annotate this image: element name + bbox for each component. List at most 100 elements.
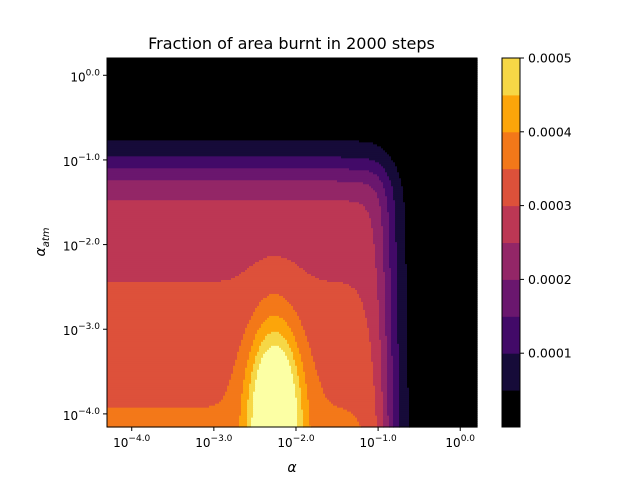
contour-cell: [397, 269, 408, 273]
contour-cell: [375, 385, 382, 388]
contour-cell: [373, 229, 384, 233]
contour-cell: [407, 345, 478, 348]
contour-cell: [391, 269, 398, 273]
contour-cell: [357, 417, 378, 420]
contour-cell: [289, 359, 296, 362]
contour-cell: [385, 327, 392, 330]
contour-cell: [353, 413, 376, 416]
contour-cell: [379, 325, 386, 328]
contour-cell: [385, 187, 394, 191]
contour-cell: [107, 149, 386, 153]
contour-cell: [373, 231, 384, 235]
contour-cell: [107, 125, 478, 129]
contour-cell: [395, 231, 406, 235]
contour-cell: [107, 91, 478, 95]
contour-cell: [393, 371, 400, 374]
contour-cell: [107, 159, 376, 163]
contour-cell: [247, 413, 254, 416]
contour-cell: [107, 307, 256, 310]
contour-cell: [405, 243, 478, 247]
contour-cell: [391, 339, 398, 342]
contour-cell: [107, 167, 350, 171]
contour-cell: [387, 381, 394, 384]
contour-cell: [309, 409, 348, 412]
contour-cell: [299, 349, 312, 352]
contour-cell: [107, 327, 246, 330]
contour-cell: [387, 201, 396, 205]
contour-cell: [395, 161, 478, 165]
contour-cell: [267, 255, 282, 259]
contour-cell: [387, 385, 394, 388]
contour-cell: [405, 239, 478, 243]
contour-cell: [303, 415, 310, 418]
contour-cell: [409, 395, 478, 398]
contour-cell: [241, 405, 248, 408]
contour-cell: [407, 371, 478, 374]
contour-cell: [301, 389, 308, 392]
contour-cell: [107, 219, 372, 223]
contour-cell: [371, 349, 382, 352]
contour-cell: [295, 337, 308, 340]
contour-cell: [297, 415, 304, 418]
contour-cell: [383, 253, 390, 257]
contour-cell: [393, 373, 400, 376]
contour-cell: [407, 317, 478, 320]
contour-cell: [249, 321, 264, 324]
contour-cell: [279, 293, 360, 296]
contour-cell: [375, 409, 384, 412]
contour-cell: [407, 343, 478, 346]
contour-cell: [393, 195, 404, 199]
contour-cell: [397, 329, 408, 332]
contour-cell: [247, 325, 262, 328]
contour-cell: [405, 207, 478, 211]
contour-cell: [107, 61, 478, 65]
contour-cell: [367, 209, 382, 213]
contour-cell: [107, 179, 338, 183]
contour-cell: [397, 293, 408, 296]
contour-cell: [367, 317, 380, 320]
contour-cell: [391, 333, 398, 336]
contour-cell: [405, 223, 478, 227]
contour-cell: [297, 409, 304, 412]
colorbar-tick-label: 0.0004: [528, 124, 572, 139]
contour-cell: [391, 281, 398, 284]
contour-cell: [407, 319, 478, 322]
contour-cell: [303, 365, 316, 368]
contour-cell: [243, 389, 250, 392]
contour-cell: [373, 365, 382, 368]
contour-cell: [407, 347, 478, 350]
contour-cell: [407, 361, 478, 364]
contour-cell: [409, 423, 478, 426]
contour-cell: [393, 409, 400, 412]
contour-cell: [391, 353, 400, 356]
contour-cell: [399, 373, 408, 376]
contour-cell: [379, 329, 386, 332]
contour-cell: [383, 147, 478, 151]
contour-cell: [383, 413, 388, 416]
contour-cell: [215, 403, 242, 406]
contour-cell: [397, 285, 408, 288]
contour-cell: [107, 205, 366, 209]
contour-cell: [387, 369, 394, 372]
contour-cell: [253, 415, 298, 418]
contour-cell: [385, 167, 398, 171]
contour-cell: [297, 411, 304, 414]
contour-cell: [395, 221, 406, 225]
contour-cell: [377, 415, 384, 418]
contour-cell: [383, 403, 388, 406]
contour-cell: [383, 185, 394, 189]
contour-cell: [239, 425, 248, 428]
contour-cell: [107, 75, 478, 79]
contour-cell: [297, 313, 366, 316]
chart-title: Fraction of area burnt in 2000 steps: [148, 34, 435, 53]
contour-cell: [393, 413, 400, 416]
contour-cell: [305, 379, 320, 382]
contour-cell: [405, 221, 478, 225]
contour-cell: [395, 203, 406, 207]
contour-cell: [107, 99, 478, 103]
contour-cell: [385, 191, 394, 195]
contour-cell: [287, 257, 376, 261]
contour-cell: [377, 191, 386, 195]
contour-cell: [403, 195, 478, 199]
contour-cell: [247, 361, 256, 364]
